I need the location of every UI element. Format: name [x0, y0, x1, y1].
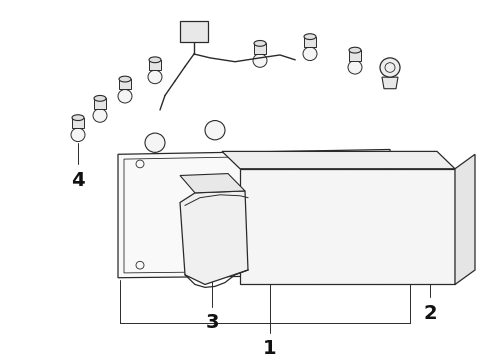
Circle shape: [205, 121, 225, 140]
Circle shape: [118, 90, 132, 103]
Polygon shape: [455, 154, 475, 284]
Polygon shape: [382, 77, 398, 89]
Polygon shape: [180, 191, 248, 284]
Ellipse shape: [304, 34, 316, 40]
Polygon shape: [119, 79, 131, 90]
Circle shape: [253, 54, 267, 67]
Ellipse shape: [119, 76, 131, 82]
Ellipse shape: [72, 115, 84, 121]
Polygon shape: [240, 169, 455, 284]
Polygon shape: [222, 152, 455, 169]
Polygon shape: [149, 60, 161, 70]
Ellipse shape: [94, 95, 106, 101]
Text: 1: 1: [263, 339, 277, 359]
Polygon shape: [304, 37, 316, 47]
Ellipse shape: [349, 47, 361, 53]
Circle shape: [185, 23, 192, 30]
Polygon shape: [72, 118, 84, 128]
Circle shape: [145, 133, 165, 152]
Polygon shape: [180, 174, 245, 193]
Polygon shape: [118, 149, 395, 278]
Circle shape: [71, 128, 85, 141]
Circle shape: [380, 58, 400, 77]
Circle shape: [148, 70, 162, 84]
Text: 2: 2: [423, 304, 437, 323]
Polygon shape: [94, 98, 106, 109]
Polygon shape: [349, 50, 361, 60]
Polygon shape: [180, 21, 208, 42]
Polygon shape: [254, 44, 266, 54]
Text: 3: 3: [205, 314, 219, 332]
Ellipse shape: [149, 57, 161, 63]
Circle shape: [195, 23, 201, 30]
Text: 4: 4: [71, 171, 85, 190]
Circle shape: [348, 60, 362, 74]
Ellipse shape: [254, 41, 266, 46]
Circle shape: [303, 47, 317, 60]
Circle shape: [93, 109, 107, 122]
